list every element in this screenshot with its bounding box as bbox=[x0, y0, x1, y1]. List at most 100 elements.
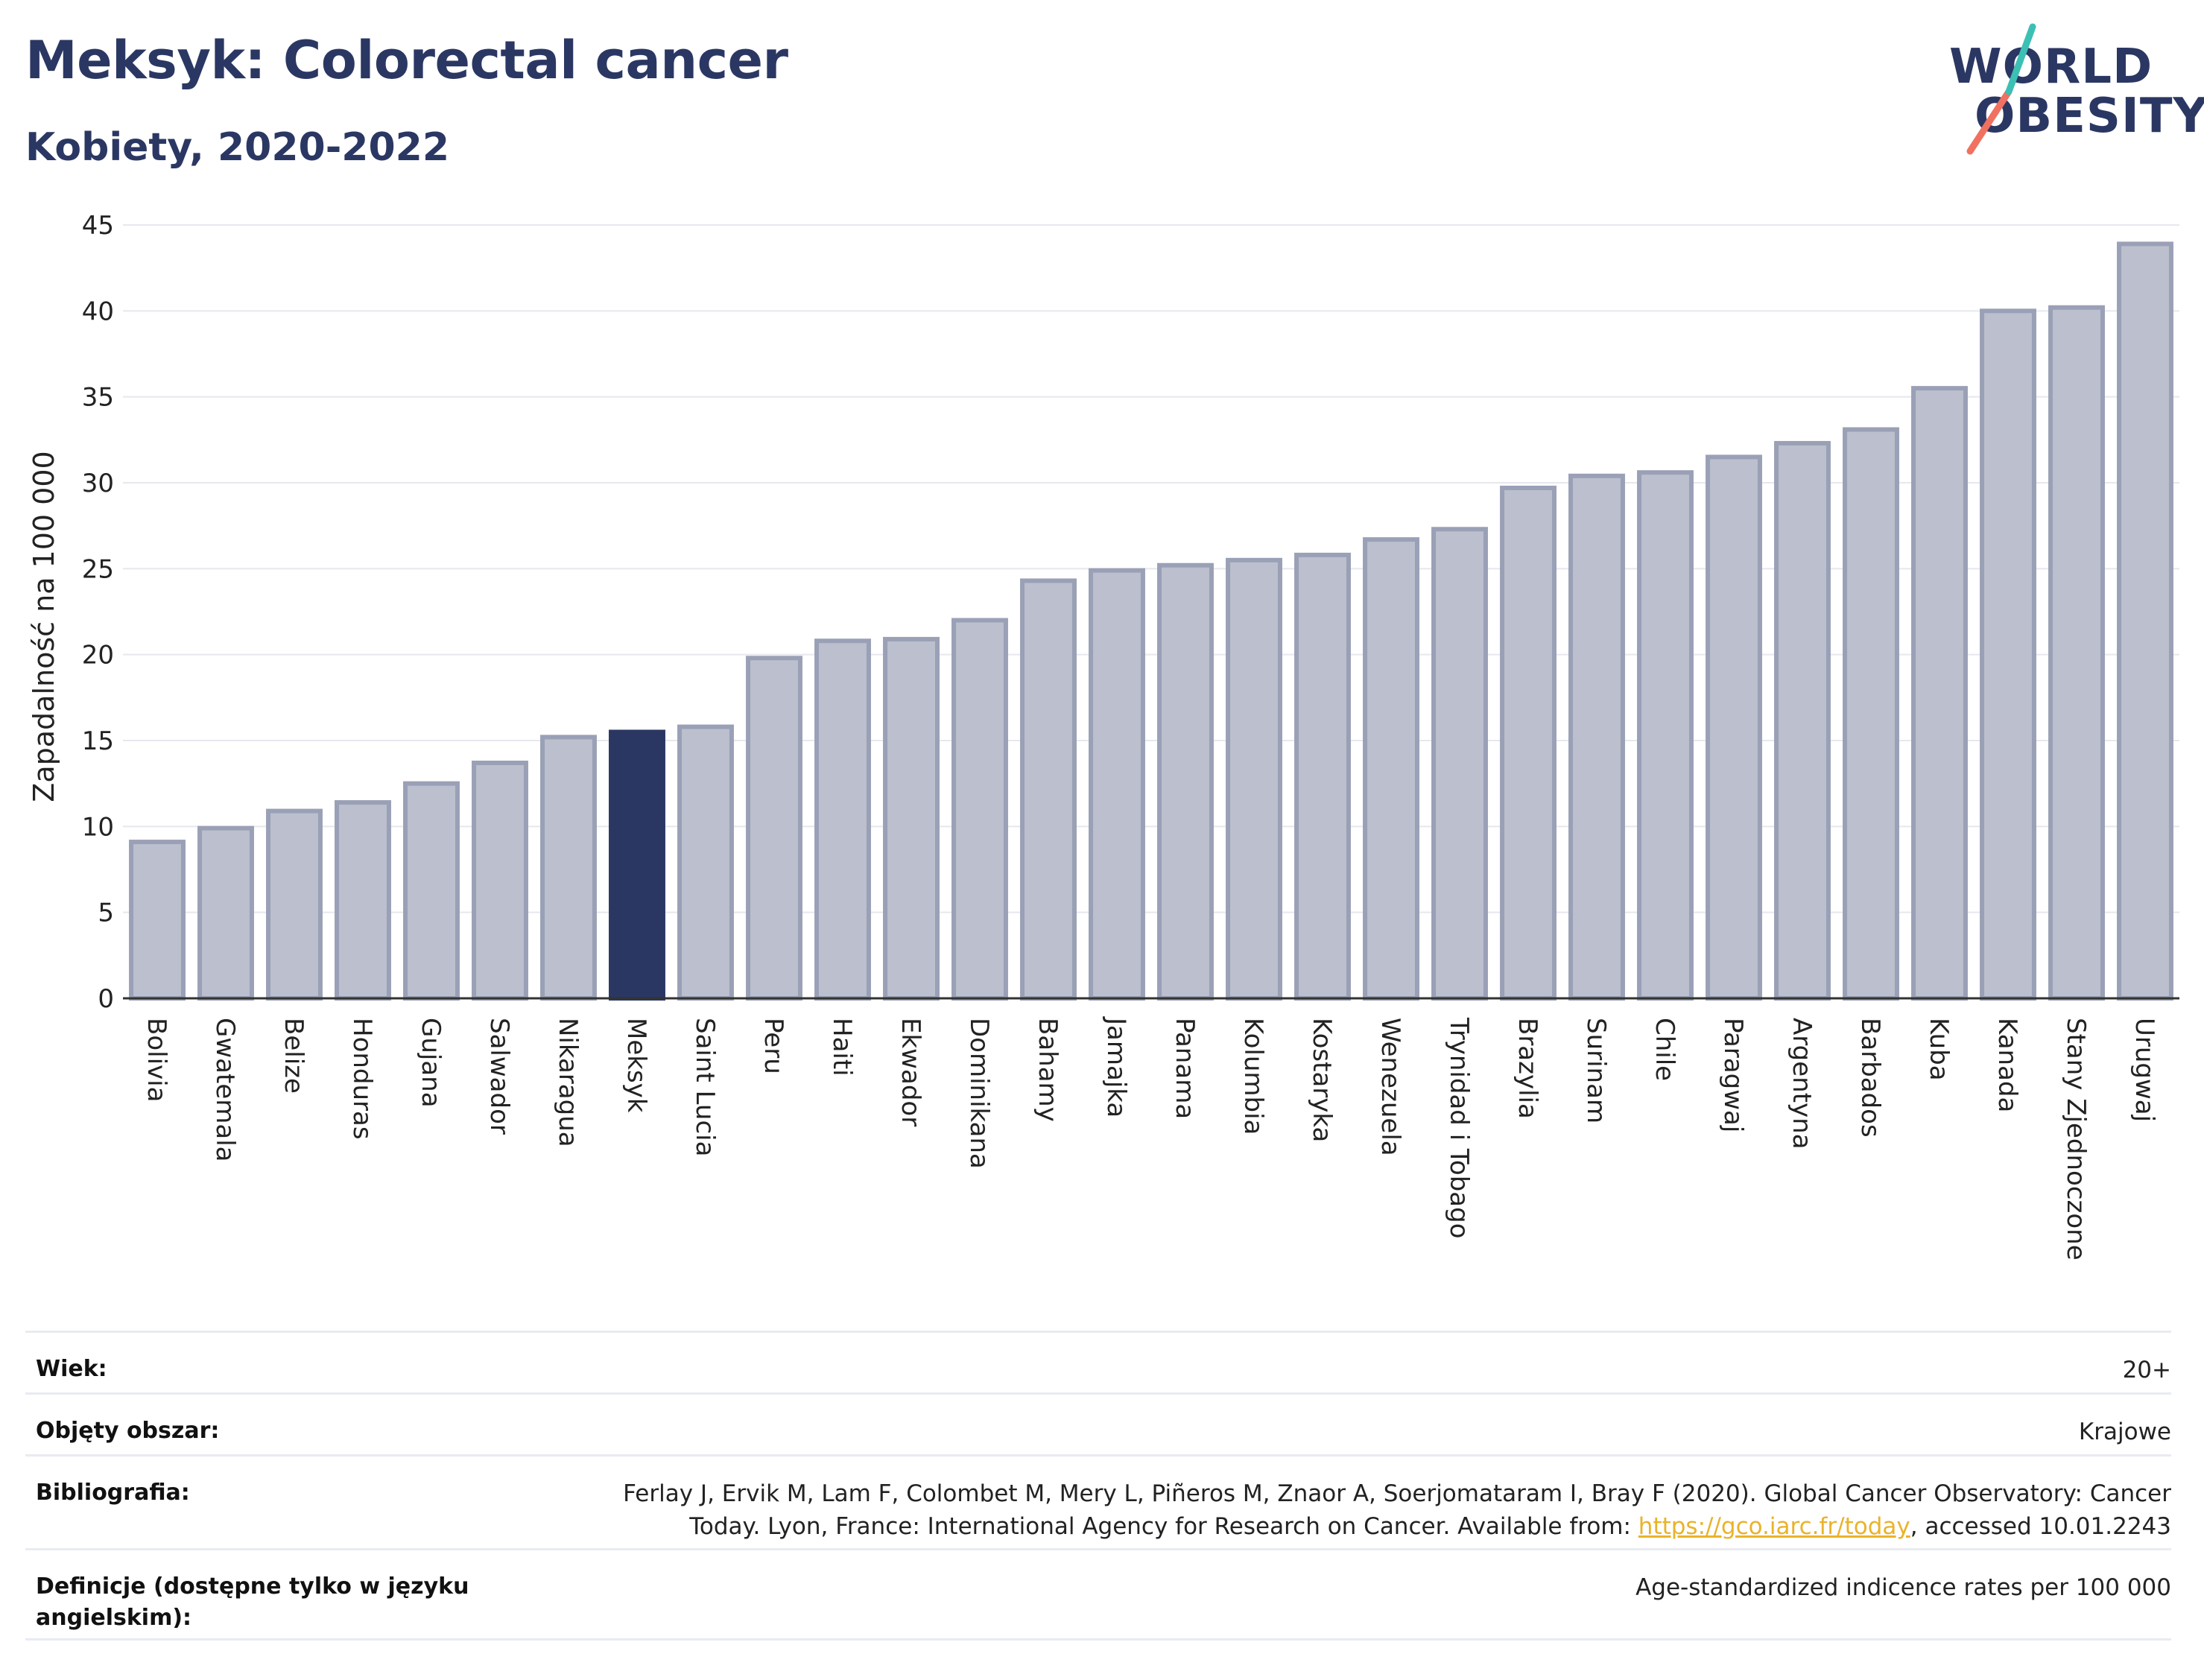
x-tick-label: Kostaryka bbox=[1307, 1018, 1337, 1142]
x-tick-label: Meksyk bbox=[621, 1018, 651, 1113]
x-tick-label: Nikaragua bbox=[553, 1018, 583, 1147]
x-tick-label: Chile bbox=[1650, 1018, 1679, 1081]
x-tick-label: Urugwaj bbox=[2129, 1018, 2159, 1122]
bar-kuba bbox=[1911, 386, 1968, 1001]
info-value-definitions: Age-standardized indicence rates per 100… bbox=[1635, 1574, 2171, 1601]
x-tick-label: Argentyna bbox=[1787, 1018, 1817, 1150]
bar-kanada bbox=[1980, 308, 2036, 1001]
y-tick-label: 15 bbox=[82, 726, 114, 756]
info-label-definitions: Definicje (dostępne tylko w języku angie… bbox=[36, 1573, 469, 1631]
info-row-bibliography: Bibliografia: Ferlay J, Ervik M, Lam F, … bbox=[25, 1454, 2171, 1548]
bars bbox=[129, 241, 2173, 1001]
accessed-text: , accessed 10.01.2243 bbox=[1910, 1513, 2171, 1540]
y-tick-label: 5 bbox=[98, 898, 114, 928]
y-tick-label: 30 bbox=[82, 469, 114, 498]
info-row-coverage: Objęty obszar: Krajowe bbox=[25, 1392, 2171, 1454]
bar-panama bbox=[1157, 562, 1214, 1001]
bar-barbados bbox=[1843, 427, 1899, 1001]
x-tick-label: Bahamy bbox=[1033, 1018, 1063, 1122]
x-tick-label: Brazylia bbox=[1513, 1018, 1542, 1119]
bar-gujana bbox=[403, 781, 460, 1001]
bar-bahamy bbox=[1020, 578, 1077, 1001]
x-tick-label: Trynidad i Tobago bbox=[1444, 1017, 1474, 1239]
x-tick-label: Panama bbox=[1170, 1018, 1200, 1119]
bar-chart: 0 5 10 15 20 25 30 35 40 45 Bolivia Gwatemala Beliz… bbox=[28, 211, 2179, 1261]
bar-nikaragua bbox=[540, 735, 597, 1001]
y-tick-label: 20 bbox=[82, 641, 114, 671]
y-axis-ticks: 0 5 10 15 20 25 30 35 40 45 bbox=[82, 211, 114, 1014]
x-tick-label: Wenezuela bbox=[1375, 1018, 1405, 1156]
y-axis-label: Zapadalność na 100 000 bbox=[28, 451, 60, 802]
x-tick-label: Paragwaj bbox=[1718, 1018, 1748, 1132]
info-value-coverage: Krajowe bbox=[2078, 1419, 2171, 1445]
x-tick-label: Haiti bbox=[827, 1018, 857, 1077]
y-tick-label: 10 bbox=[82, 812, 114, 842]
bar-argentyna bbox=[1774, 440, 1831, 1001]
bar-trynidad-i-tobago bbox=[1431, 527, 1488, 1001]
x-tick-label: Belize bbox=[279, 1018, 308, 1094]
x-tick-label: Peru bbox=[759, 1018, 788, 1074]
bar-saint-lucia bbox=[677, 724, 734, 1001]
bibliography-line-2: Today. Lyon, France: International Agenc… bbox=[607, 1510, 2171, 1543]
world-obesity-logo: WORLD OBESITY bbox=[1937, 21, 2204, 155]
bar-surinam bbox=[1568, 473, 1625, 1001]
y-tick-label: 45 bbox=[82, 211, 114, 241]
bar-chile bbox=[1637, 470, 1694, 1001]
x-tick-label: Dominikana bbox=[964, 1018, 994, 1169]
x-tick-label: Gujana bbox=[416, 1018, 446, 1108]
logo-word-world: WORLD bbox=[1949, 39, 2153, 95]
x-tick-label: Stany Zjednoczone bbox=[2061, 1018, 2091, 1261]
info-row-age: Wiek: 20+ bbox=[25, 1331, 2171, 1392]
x-tick-label: Kanada bbox=[1992, 1018, 2022, 1112]
bibliography-line-1: Ferlay J, Ervik M, Lam F, Colombet M, Me… bbox=[623, 1480, 2171, 1507]
bar-kolumbia bbox=[1226, 557, 1282, 1001]
bar-gwatemala bbox=[197, 825, 254, 1001]
x-tick-label: Salwador bbox=[484, 1018, 514, 1135]
info-row-definitions: Definicje (dostępne tylko w języku angie… bbox=[25, 1548, 2171, 1641]
x-tick-label: Jamajka bbox=[1101, 1016, 1131, 1118]
x-tick-label: Gwatemala bbox=[210, 1018, 240, 1161]
bibliography-text: Today. Lyon, France: International Agenc… bbox=[689, 1513, 1638, 1540]
x-tick-label: Barbados bbox=[1855, 1018, 1885, 1138]
bar-dominikana bbox=[951, 618, 1008, 1001]
bar-jamajka bbox=[1089, 568, 1145, 1001]
bar-urugwaj bbox=[2117, 241, 2173, 1001]
bar-paragwaj bbox=[1706, 454, 1762, 1001]
bar-brazylia bbox=[1500, 485, 1557, 1001]
y-tick-label: 40 bbox=[82, 297, 114, 326]
bar-ekwador bbox=[883, 636, 940, 1001]
logo-slash-icon bbox=[1966, 23, 2036, 155]
source-link[interactable]: https://gco.iarc.fr/today bbox=[1638, 1513, 1910, 1540]
y-tick-label: 0 bbox=[98, 984, 114, 1014]
x-tick-label: Kolumbia bbox=[1238, 1018, 1268, 1135]
bar-haiti bbox=[814, 638, 871, 1001]
y-tick-label: 25 bbox=[82, 554, 114, 584]
bar-salwador bbox=[472, 760, 528, 1001]
x-tick-label: Saint Lucia bbox=[690, 1018, 720, 1156]
bar-peru bbox=[746, 656, 802, 1001]
grid-lines bbox=[123, 224, 2179, 999]
chart-title: Meksyk: Colorectal cancer bbox=[25, 30, 788, 91]
bar-bolivia bbox=[129, 840, 186, 1001]
bar-stany-zjednoczone bbox=[2048, 305, 2105, 1001]
x-tick-label: Ekwador bbox=[896, 1018, 925, 1126]
info-value-bibliography: Ferlay J, Ervik M, Lam F, Colombet M, Me… bbox=[607, 1477, 2171, 1543]
logo-word-obesity: OBESITY bbox=[1975, 89, 2204, 144]
x-tick-label: Honduras bbox=[347, 1018, 377, 1140]
bar-meksyk bbox=[609, 729, 665, 1001]
x-tick-label: Surinam bbox=[1581, 1018, 1611, 1123]
info-label-bibliography: Bibliografia: bbox=[36, 1480, 190, 1506]
y-tick-label: 35 bbox=[82, 383, 114, 413]
info-table: Wiek: 20+ Objęty obszar: Krajowe Bibliog… bbox=[25, 1331, 2171, 1641]
x-tick-label: Bolivia bbox=[142, 1018, 171, 1102]
bar-kostaryka bbox=[1294, 552, 1351, 1001]
bar-belize bbox=[266, 808, 323, 1001]
info-label-coverage: Objęty obszar: bbox=[36, 1418, 220, 1444]
chart-subtitle: Kobiety, 2020-2022 bbox=[25, 125, 450, 170]
bar-honduras bbox=[335, 800, 391, 1001]
x-axis-ticks: Bolivia Gwatemala Belize Honduras Gujana Salw… bbox=[142, 1016, 2159, 1261]
info-label-age: Wiek: bbox=[36, 1356, 107, 1382]
info-value-age: 20+ bbox=[2122, 1357, 2171, 1383]
x-tick-label: Kuba bbox=[1924, 1018, 1954, 1081]
bar-wenezuela bbox=[1363, 537, 1419, 1001]
